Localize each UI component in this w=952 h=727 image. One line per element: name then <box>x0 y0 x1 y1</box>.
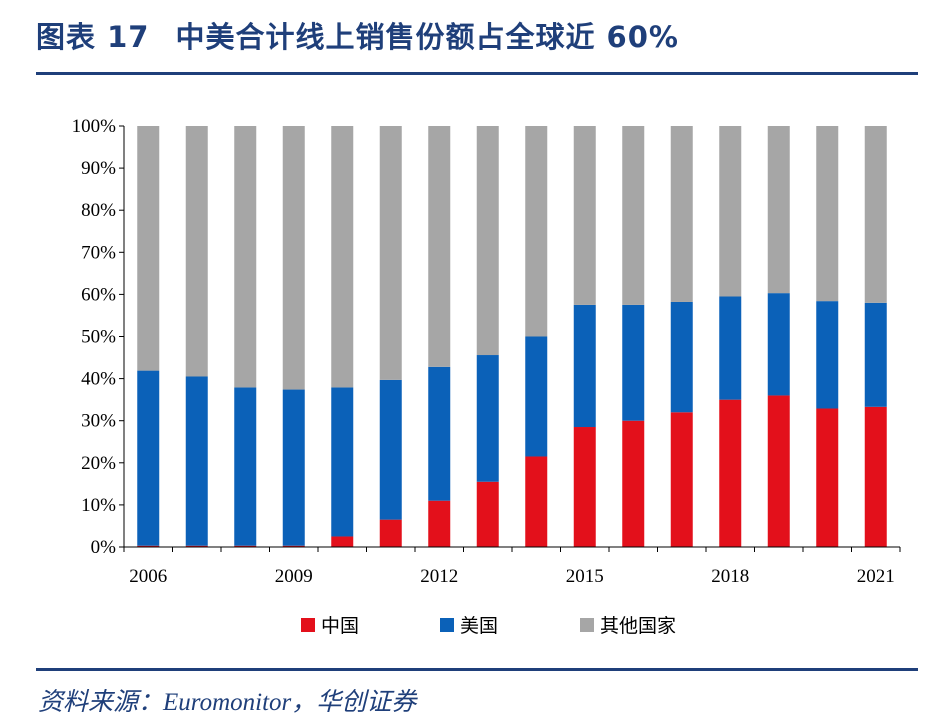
bar-2012-series-0 <box>428 500 451 547</box>
chart-title: 图表 17 中美合计线上销售份额占全球近 60% <box>36 14 679 56</box>
legend-swatch <box>580 618 594 632</box>
x-tick-label: 2021 <box>857 566 895 587</box>
legend-swatch <box>301 618 315 632</box>
bar-2009-series-1 <box>282 389 305 546</box>
bar-2019-series-2 <box>767 126 790 294</box>
bar-2014-series-1 <box>525 336 548 457</box>
bar-2006-series-0 <box>137 545 160 547</box>
bar-2011-series-2 <box>379 126 402 380</box>
bar-2007-series-0 <box>185 545 208 547</box>
bar-2020-series-1 <box>816 301 839 409</box>
y-tick-label: 90% <box>81 158 116 179</box>
x-tick-label: 2018 <box>711 566 749 587</box>
legend-swatch <box>440 618 454 632</box>
bar-2008-series-1 <box>234 387 257 546</box>
y-tick-label: 70% <box>81 242 116 263</box>
figure-label: 图表 17 <box>36 20 150 54</box>
bar-2015-series-0 <box>573 427 596 547</box>
bar-2018-series-2 <box>719 126 742 297</box>
bar-2014-series-0 <box>525 456 548 547</box>
bar-2015-series-2 <box>573 126 596 305</box>
y-tick-label: 50% <box>81 327 116 348</box>
y-tick-label: 10% <box>81 495 116 516</box>
x-tick-label: 2012 <box>420 566 458 587</box>
bar-2011-series-1 <box>379 379 402 520</box>
y-tick-label: 20% <box>81 453 116 474</box>
y-tick-label: 0% <box>91 537 117 558</box>
y-tick-label: 40% <box>81 369 116 390</box>
figure-title: 中美合计线上销售份额占全球近 60% <box>175 20 679 54</box>
bar-2020-series-0 <box>816 408 839 547</box>
bar-2016-series-1 <box>622 304 645 421</box>
bar-2006-series-2 <box>137 126 160 371</box>
bar-2016-series-0 <box>622 420 645 547</box>
y-tick-label: 30% <box>81 411 116 432</box>
bar-2013-series-0 <box>476 481 499 547</box>
bar-2021-series-2 <box>864 126 887 303</box>
bar-2010-series-2 <box>331 126 354 388</box>
bar-2021-series-1 <box>864 302 887 407</box>
y-tick-label: 80% <box>81 200 116 221</box>
source-note: 资料来源：Euromonitor，华创证券 <box>38 689 417 716</box>
x-tick-label: 2015 <box>566 566 604 587</box>
legend-label: 其他国家 <box>600 615 676 637</box>
y-tick-label: 60% <box>81 284 116 305</box>
x-tick-label: 2009 <box>275 566 313 587</box>
bar-2014-series-2 <box>525 126 548 337</box>
bar-2010-series-0 <box>331 536 354 547</box>
legend-label: 美国 <box>460 615 498 637</box>
bar-2006-series-1 <box>137 370 160 546</box>
bar-2019-series-1 <box>767 293 790 396</box>
bar-2018-series-0 <box>719 399 742 547</box>
top-divider <box>36 72 918 75</box>
bar-2007-series-1 <box>185 376 208 546</box>
bar-2008-series-2 <box>234 126 257 388</box>
bar-2016-series-2 <box>622 126 645 305</box>
bar-2017-series-0 <box>670 412 693 547</box>
bar-2013-series-1 <box>476 355 499 482</box>
bar-2020-series-2 <box>816 126 839 302</box>
bar-2015-series-1 <box>573 304 596 428</box>
bar-2012-series-2 <box>428 126 451 367</box>
bar-2012-series-1 <box>428 366 451 501</box>
bar-2009-series-2 <box>282 126 305 390</box>
bottom-divider <box>36 668 918 671</box>
x-tick-label: 2006 <box>129 566 167 587</box>
bar-2017-series-1 <box>670 301 693 413</box>
y-tick-label: 100% <box>72 116 117 137</box>
bar-2008-series-0 <box>234 545 257 547</box>
bar-2011-series-0 <box>379 519 402 547</box>
bar-2009-series-0 <box>282 545 305 547</box>
legend-label: 中国 <box>321 615 359 637</box>
bar-2018-series-1 <box>719 296 742 400</box>
bar-2021-series-0 <box>864 406 887 547</box>
bar-2010-series-1 <box>331 387 354 537</box>
bar-2013-series-2 <box>476 126 499 356</box>
bar-2019-series-0 <box>767 395 790 547</box>
bar-2007-series-2 <box>185 126 208 377</box>
bar-2017-series-2 <box>670 126 693 302</box>
